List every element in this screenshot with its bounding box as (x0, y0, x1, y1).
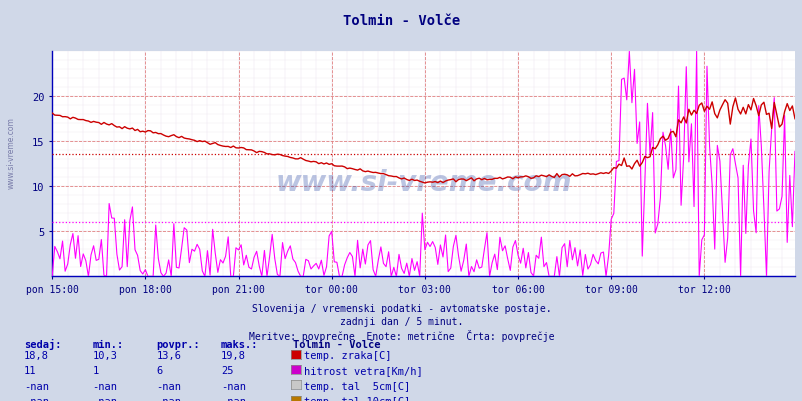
Text: temp. tal  5cm[C]: temp. tal 5cm[C] (304, 381, 410, 391)
Text: temp. tal 10cm[C]: temp. tal 10cm[C] (304, 396, 410, 401)
Text: www.si-vreme.com: www.si-vreme.com (275, 168, 571, 196)
Text: hitrost vetra[Km/h]: hitrost vetra[Km/h] (304, 365, 423, 375)
Text: -nan: -nan (156, 396, 181, 401)
Text: 10,3: 10,3 (92, 350, 117, 360)
Text: 18,8: 18,8 (24, 350, 49, 360)
Text: -nan: -nan (156, 381, 181, 391)
Text: 1: 1 (92, 365, 99, 375)
Text: 19,8: 19,8 (221, 350, 245, 360)
Text: Tolmin - Volče: Tolmin - Volče (293, 339, 380, 349)
Text: povpr.:: povpr.: (156, 339, 200, 349)
Text: sedaj:: sedaj: (24, 338, 62, 349)
Text: -nan: -nan (92, 381, 117, 391)
Text: zadnji dan / 5 minut.: zadnji dan / 5 minut. (339, 316, 463, 326)
Text: -nan: -nan (24, 396, 49, 401)
Text: 13,6: 13,6 (156, 350, 181, 360)
Text: www.si-vreme.com: www.si-vreme.com (6, 117, 15, 188)
Text: -nan: -nan (24, 381, 49, 391)
Text: Meritve: povprečne  Enote: metrične  Črta: povprečje: Meritve: povprečne Enote: metrične Črta:… (249, 330, 553, 342)
Text: Slovenija / vremenski podatki - avtomatske postaje.: Slovenija / vremenski podatki - avtomats… (251, 303, 551, 313)
Text: 11: 11 (24, 365, 37, 375)
Text: 25: 25 (221, 365, 233, 375)
Text: -nan: -nan (221, 381, 245, 391)
Text: -nan: -nan (92, 396, 117, 401)
Text: min.:: min.: (92, 339, 124, 349)
Text: temp. zraka[C]: temp. zraka[C] (304, 350, 391, 360)
Text: 6: 6 (156, 365, 163, 375)
Text: -nan: -nan (221, 396, 245, 401)
Text: maks.:: maks.: (221, 339, 258, 349)
Text: Tolmin - Volče: Tolmin - Volče (342, 14, 460, 28)
